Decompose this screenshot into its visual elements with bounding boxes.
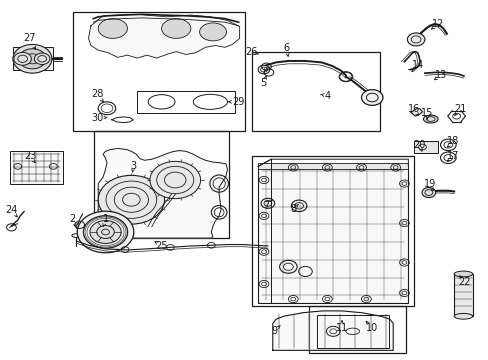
Circle shape: [421, 188, 435, 198]
Text: 18: 18: [446, 136, 458, 146]
Bar: [73, 12, 245, 131]
Bar: [308, 306, 406, 353]
Text: 2: 2: [70, 215, 76, 224]
Ellipse shape: [161, 19, 190, 39]
Circle shape: [34, 53, 50, 64]
Circle shape: [407, 33, 424, 46]
Text: 23: 23: [24, 150, 36, 161]
Text: 21: 21: [453, 104, 465, 114]
Text: 19: 19: [423, 179, 435, 189]
Bar: [251, 51, 379, 131]
Text: 24: 24: [6, 206, 18, 216]
Circle shape: [14, 52, 31, 65]
Circle shape: [98, 175, 164, 224]
Text: 30: 30: [91, 113, 103, 123]
Ellipse shape: [76, 224, 81, 229]
Text: 1: 1: [102, 215, 108, 224]
Text: 27: 27: [23, 33, 36, 43]
Circle shape: [13, 44, 52, 73]
Text: 25: 25: [155, 241, 167, 251]
Circle shape: [19, 49, 46, 69]
Text: 6: 6: [283, 43, 289, 53]
Ellipse shape: [453, 314, 472, 319]
Bar: [94, 131, 228, 238]
Text: 22: 22: [458, 277, 470, 287]
Polygon shape: [98, 148, 227, 238]
Text: 11: 11: [335, 323, 347, 333]
Polygon shape: [410, 108, 422, 116]
Text: 3: 3: [130, 161, 137, 171]
Ellipse shape: [423, 115, 437, 123]
Bar: [258, 163, 407, 169]
Polygon shape: [272, 311, 392, 350]
Bar: [13, 47, 53, 69]
Bar: [10, 151, 63, 184]
Text: 9: 9: [271, 325, 277, 336]
Text: 15: 15: [420, 108, 433, 118]
Text: 8: 8: [289, 204, 296, 215]
Ellipse shape: [199, 23, 226, 41]
Bar: [258, 166, 407, 303]
Text: 10: 10: [366, 323, 378, 333]
Text: 4: 4: [324, 91, 330, 101]
Text: 12: 12: [431, 19, 444, 29]
Text: 17: 17: [446, 150, 458, 161]
Ellipse shape: [453, 271, 472, 277]
Text: 20: 20: [412, 140, 425, 150]
Text: 14: 14: [410, 60, 423, 70]
Bar: [413, 140, 437, 153]
Text: 16: 16: [407, 104, 419, 114]
Circle shape: [77, 211, 134, 253]
Ellipse shape: [98, 19, 127, 39]
Circle shape: [150, 161, 200, 199]
Text: 5: 5: [260, 78, 266, 88]
Bar: [251, 156, 413, 306]
Text: 7: 7: [263, 201, 269, 211]
Bar: [137, 91, 234, 113]
Circle shape: [361, 90, 382, 105]
Polygon shape: [88, 14, 239, 58]
Text: 28: 28: [91, 89, 103, 99]
Text: 13: 13: [434, 70, 446, 80]
Circle shape: [90, 221, 121, 243]
Text: 26: 26: [244, 46, 257, 57]
Bar: [453, 274, 472, 316]
Text: 29: 29: [231, 97, 244, 107]
Bar: [316, 315, 388, 348]
